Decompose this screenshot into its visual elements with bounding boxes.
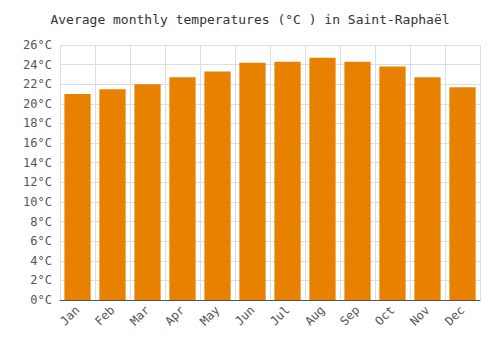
svg-text:18°C: 18°C	[23, 116, 52, 130]
svg-text:10°C: 10°C	[23, 195, 52, 209]
svg-text:8°C: 8°C	[30, 215, 52, 229]
svg-text:Jun: Jun	[232, 303, 257, 328]
svg-text:0°C: 0°C	[30, 293, 52, 307]
svg-text:Sep: Sep	[337, 303, 362, 328]
svg-text:24°C: 24°C	[23, 58, 52, 72]
svg-text:Average monthly temperatures (: Average monthly temperatures (°C ) in Sa…	[50, 12, 449, 27]
svg-text:12°C: 12°C	[23, 175, 52, 189]
svg-text:Dec: Dec	[442, 303, 467, 328]
svg-text:Aug: Aug	[302, 303, 327, 328]
svg-text:Feb: Feb	[92, 303, 117, 328]
svg-text:6°C: 6°C	[30, 234, 52, 248]
svg-text:2°C: 2°C	[30, 273, 52, 287]
svg-text:Apr: Apr	[162, 303, 187, 328]
svg-text:May: May	[197, 303, 222, 328]
svg-text:Jan: Jan	[57, 303, 82, 328]
svg-text:4°C: 4°C	[30, 254, 52, 268]
svg-text:22°C: 22°C	[23, 77, 52, 91]
svg-text:Jul: Jul	[267, 303, 292, 328]
svg-text:14°C: 14°C	[23, 156, 52, 170]
svg-text:Nov: Nov	[407, 303, 432, 328]
svg-text:Oct: Oct	[372, 303, 397, 328]
svg-text:16°C: 16°C	[23, 136, 52, 150]
svg-text:Mar: Mar	[127, 303, 152, 328]
svg-text:20°C: 20°C	[23, 97, 52, 111]
svg-text:26°C: 26°C	[23, 38, 52, 52]
